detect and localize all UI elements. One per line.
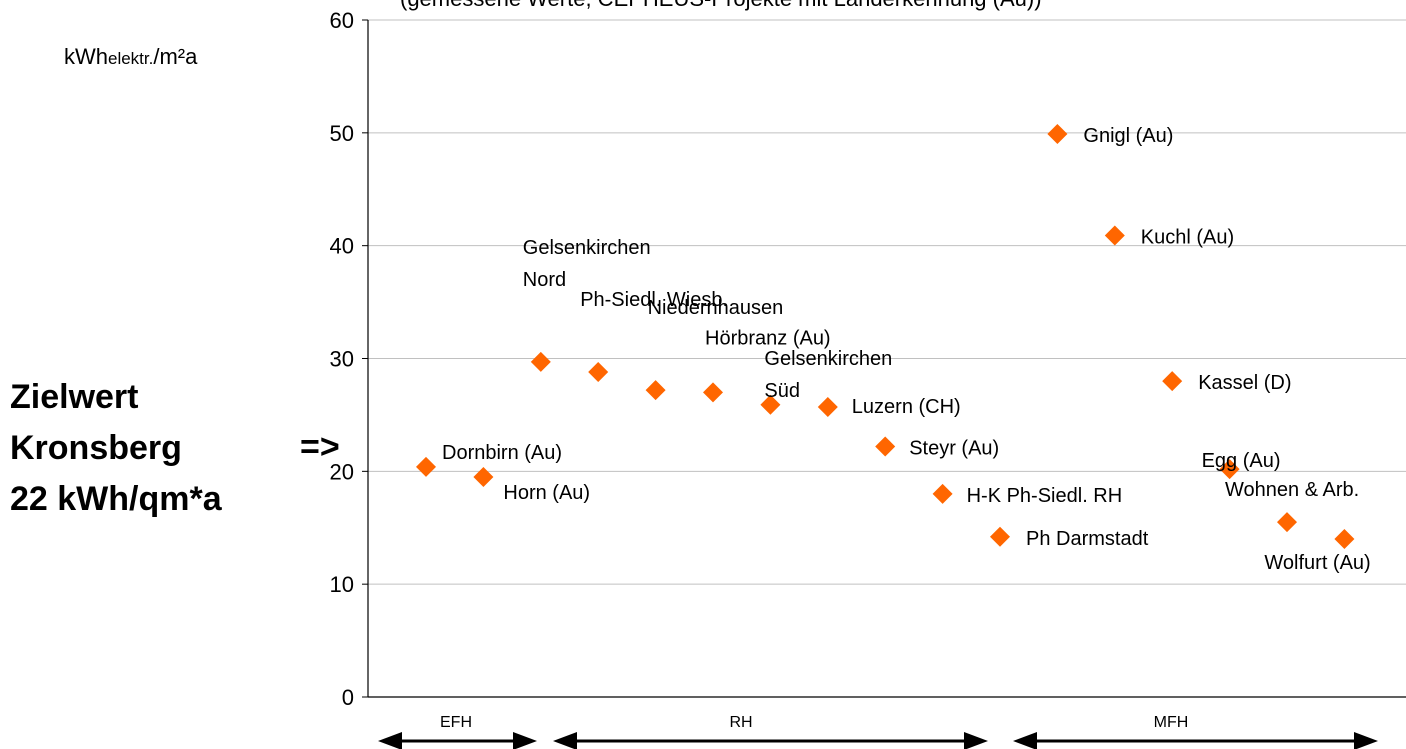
data-point-marker	[1334, 529, 1355, 550]
data-point-marker	[817, 397, 838, 418]
data-point-label: Luzern (CH)	[852, 396, 961, 418]
y-tick-label: 60	[330, 8, 354, 33]
data-point-marker	[588, 362, 609, 383]
data-point-label: Egg (Au)	[1202, 450, 1281, 472]
y-tick-label: 40	[330, 234, 354, 259]
data-point-label: Steyr (Au)	[909, 438, 999, 460]
group-arrowhead-right	[1354, 732, 1378, 749]
y-tick-label: 10	[330, 572, 354, 597]
y-axis-unit-label: kWhelektr./m²a	[64, 44, 197, 70]
y-tick-label: 30	[330, 347, 354, 372]
data-point-marker	[990, 526, 1010, 547]
data-point-label: Wolfurt (Au)	[1264, 552, 1370, 574]
group-label: MFH	[1154, 714, 1189, 731]
data-point-marker	[530, 351, 551, 372]
group-arrowhead-left	[378, 732, 402, 749]
data-point-label: Hörbranz (Au)	[705, 327, 831, 349]
data-point-label: Kassel (D)	[1198, 372, 1291, 394]
target-line-2: Kronsberg	[10, 429, 182, 467]
data-point-label: H-K Ph-Siedl. RH	[967, 485, 1123, 507]
data-point-marker	[1277, 512, 1297, 533]
target-line-1: Zielwert	[10, 378, 139, 416]
data-point-marker	[1104, 225, 1125, 246]
target-line-3: 22 kWh/qm*a	[10, 480, 222, 518]
group-arrowhead-right	[964, 732, 988, 749]
group-arrowhead-right	[513, 732, 537, 749]
y-tick-label: 50	[330, 121, 354, 146]
data-point-label: Ph-Siedl. Wiesb.	[580, 289, 728, 311]
group-label: EFH	[440, 714, 472, 731]
y-tick-label: 0	[342, 685, 354, 710]
data-point-label: Ph Darmstadt	[1026, 528, 1149, 550]
data-point-marker	[703, 382, 723, 403]
data-point-label: Niedernhausen	[648, 297, 784, 319]
data-point-marker	[1219, 459, 1240, 480]
data-point-label: Gnigl (Au)	[1083, 125, 1173, 147]
data-point-marker	[473, 466, 494, 487]
unit-sub: elektr.	[108, 49, 154, 68]
target-value-label: Zielwert Kronsberg 22 kWh/qm*a	[10, 372, 222, 525]
data-point-label: Horn (Au)	[503, 482, 590, 504]
data-point-marker	[416, 456, 436, 477]
data-point-label: Gelsenkirchen	[523, 237, 651, 259]
group-label: RH	[729, 714, 752, 731]
target-arrow-mark: =>	[300, 428, 340, 466]
data-point-label: Nord	[523, 269, 566, 291]
unit-main: kWh	[64, 44, 108, 69]
chart-title: (gemessene Werte, CEPHEUS-Projekte mit L…	[400, 0, 1042, 12]
data-point-label: Dornbirn (Au)	[442, 442, 562, 464]
data-point-label: Kuchl (Au)	[1141, 227, 1234, 249]
data-point-label: Süd	[764, 380, 800, 402]
data-point-marker	[645, 380, 666, 401]
data-point-label: Wohnen & Arb.	[1225, 479, 1359, 501]
data-point-marker	[760, 394, 781, 415]
data-point-marker	[1047, 123, 1068, 144]
group-arrowhead-left	[553, 732, 577, 749]
data-point-marker	[875, 436, 896, 457]
data-point-label: Gelsenkirchen	[764, 348, 892, 370]
y-tick-label: 20	[330, 459, 354, 484]
unit-rest: /m²a	[153, 44, 198, 69]
data-point-marker	[1162, 371, 1183, 392]
data-point-marker	[932, 483, 953, 504]
group-arrowhead-left	[1013, 732, 1037, 749]
